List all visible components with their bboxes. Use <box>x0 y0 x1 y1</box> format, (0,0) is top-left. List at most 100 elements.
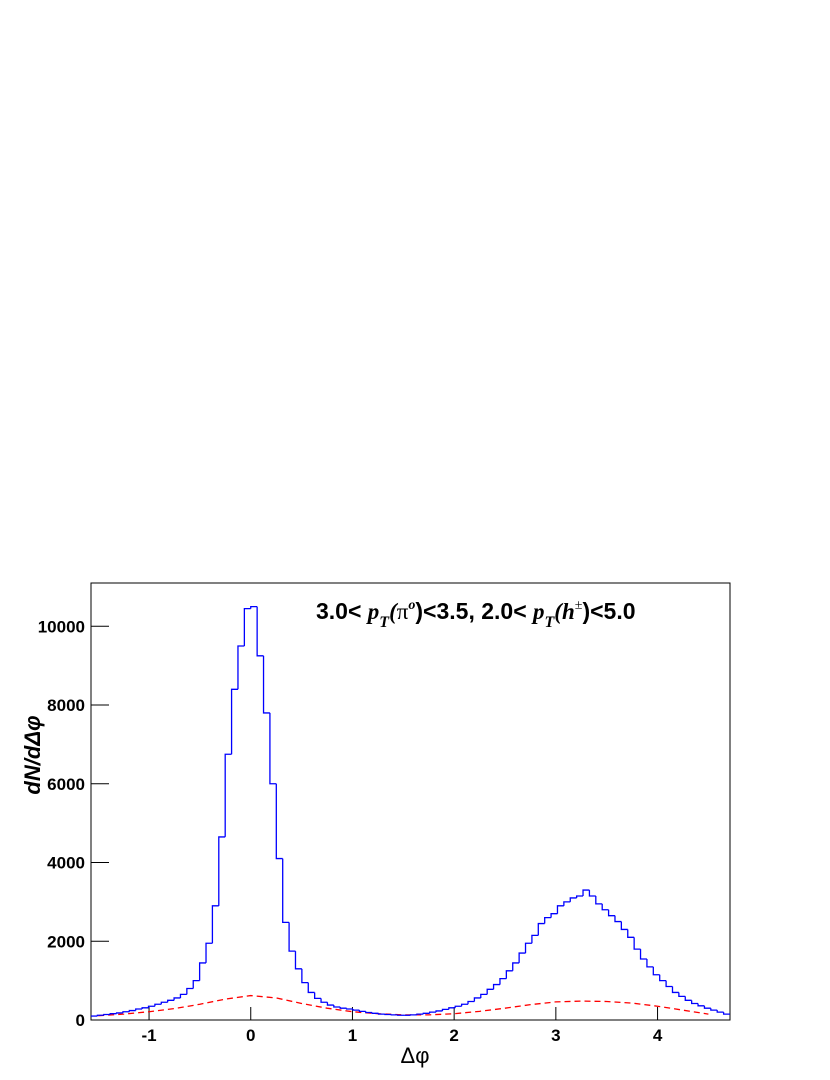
histogram-bin <box>551 914 557 918</box>
x-tick-label: 4 <box>653 1026 663 1045</box>
histogram-bin <box>359 1010 365 1011</box>
x-tick-label: 0 <box>246 1026 255 1045</box>
histogram-bin <box>372 1013 378 1014</box>
x-tick-label: 2 <box>449 1026 458 1045</box>
histogram-bin <box>596 896 602 904</box>
y-tick-label: 2000 <box>47 932 85 951</box>
y-tick-label: 10000 <box>38 617 85 636</box>
histogram-bin <box>180 994 186 998</box>
histogram-bin <box>602 904 608 910</box>
title-part: p <box>366 599 380 624</box>
histogram-bin <box>647 959 653 967</box>
histogram-bin <box>136 1009 142 1011</box>
histogram-bin <box>193 981 199 989</box>
histogram-bin <box>219 837 225 906</box>
histogram-bin <box>436 1011 442 1012</box>
histogram-bin <box>609 910 615 916</box>
histogram-bin <box>577 896 583 898</box>
histogram-bin <box>698 1003 704 1005</box>
histogram-bin <box>506 971 512 979</box>
plot-frame <box>91 583 730 1020</box>
histogram-bin <box>455 1006 461 1008</box>
title-part: 3.0< <box>316 598 368 624</box>
y-tick-label: 6000 <box>47 775 85 794</box>
histogram-bin <box>641 949 647 959</box>
histogram-bin <box>244 609 250 646</box>
histogram-bin <box>666 981 672 987</box>
title-part: π <box>397 599 409 624</box>
title-part: p <box>531 599 545 624</box>
histogram-bin <box>334 1005 340 1007</box>
title-part: )<3.5, 2.0< <box>415 598 533 624</box>
histogram-bin <box>276 784 282 859</box>
histogram-bin <box>494 985 500 990</box>
x-axis-label: Δφ <box>401 1043 430 1068</box>
histogram-bin <box>430 1012 436 1013</box>
histogram-bin <box>724 1012 730 1014</box>
histogram-bin <box>474 998 480 1002</box>
histogram-bin <box>462 1004 468 1006</box>
histogram-bin <box>532 935 538 943</box>
histogram-bin <box>123 1012 129 1013</box>
histogram-bin <box>717 1010 723 1012</box>
histogram-bin <box>672 987 678 993</box>
y-tick-label: 4000 <box>47 854 85 873</box>
histogram-bin <box>538 924 544 936</box>
histogram-bin <box>692 1000 698 1003</box>
x-tick-label: 3 <box>551 1026 560 1045</box>
histogram-bin <box>570 898 576 902</box>
title-part: )<5.0 <box>582 598 635 624</box>
histogram-bin <box>129 1011 135 1012</box>
histogram-bin <box>545 918 551 924</box>
histogram-bin <box>200 963 206 981</box>
histogram-bin <box>519 953 525 963</box>
histogram-bin <box>679 992 685 996</box>
histogram-bin <box>653 967 659 975</box>
histogram-bin <box>225 754 231 837</box>
histogram-bin <box>283 859 289 923</box>
y-tick-label: 0 <box>76 1011 85 1030</box>
histogram-bin <box>442 1009 448 1011</box>
histogram-bin <box>557 906 563 914</box>
histogram-bin <box>685 996 691 1000</box>
histogram-bin <box>168 1000 174 1002</box>
histogram-bin <box>366 1011 372 1012</box>
histogram-bin <box>526 943 532 953</box>
x-tick-label: 1 <box>348 1026 357 1045</box>
histogram-bin <box>308 983 314 993</box>
histogram-bin <box>615 916 621 922</box>
chart-title: 3.0< pT(πo)<3.5, 2.0< pT(h±)<5.0 <box>316 598 636 631</box>
histogram-bin <box>487 989 493 994</box>
histogram-bin <box>264 656 270 713</box>
histogram-bin <box>327 1002 333 1005</box>
x-tick-label: -1 <box>141 1026 156 1045</box>
histogram-bin <box>513 963 519 971</box>
histogram-bin <box>340 1007 346 1008</box>
histogram-bin <box>704 1006 710 1008</box>
histogram-bin <box>295 951 301 969</box>
histogram-bin <box>251 607 257 609</box>
histogram-bin <box>270 713 276 784</box>
histogram-bin <box>289 922 295 951</box>
histogram-bin <box>174 998 180 1000</box>
histogram-bin <box>155 1004 161 1006</box>
histogram-bin <box>187 989 193 995</box>
title-part: o <box>408 598 415 613</box>
histogram-bin <box>711 1008 717 1010</box>
title-part: h <box>562 599 575 624</box>
histogram-bin <box>468 1001 474 1004</box>
histogram-bin <box>315 992 321 998</box>
curve <box>98 996 708 1016</box>
histogram-bin <box>142 1008 148 1009</box>
histogram-bin <box>628 929 634 937</box>
histogram-bin <box>212 906 218 943</box>
histogram-bin <box>634 937 640 949</box>
y-axis-label: dN/dΔφ <box>20 715 45 794</box>
histogram-bin <box>206 943 212 963</box>
histogram-bin <box>589 890 595 896</box>
histogram-bin <box>500 979 506 985</box>
histogram-bin <box>238 646 244 689</box>
histogram-bin <box>232 689 238 754</box>
